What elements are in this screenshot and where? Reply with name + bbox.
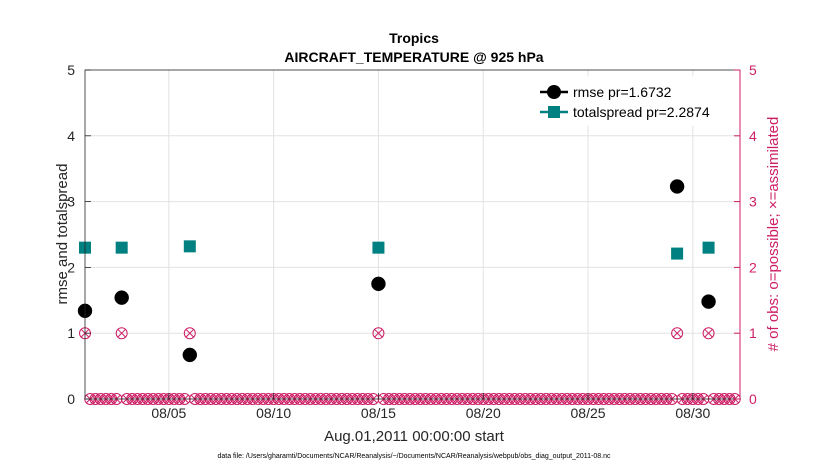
y-axis-right-label: # of obs: o=possible; ×=assimilated — [765, 117, 782, 352]
obs-possible-marker — [183, 327, 196, 340]
legend-totalspread-marker — [548, 106, 560, 118]
y-right-tick-label: 3 — [749, 194, 757, 210]
obs-count-point — [115, 327, 128, 340]
totalspread-point — [183, 240, 196, 253]
data-file-footer: data file: /Users/gharamti/Documents/NCA… — [217, 453, 611, 460]
legend-rmse-label: rmse pr=1.6732 — [573, 84, 672, 100]
rmse-point — [182, 347, 198, 363]
obs-possible-marker — [372, 327, 385, 340]
y-right-tick-label: 0 — [749, 391, 757, 407]
y-axis-right: 0 1 2 3 4 5 — [734, 62, 757, 407]
y-axis-label: rmse and totalspread — [54, 164, 71, 305]
obs-assimilated-marker — [374, 328, 383, 338]
obs-possible-marker — [671, 327, 684, 340]
y-right-tick-label: 5 — [749, 62, 757, 78]
data-series — [77, 179, 716, 363]
totalspread-point — [372, 241, 385, 254]
x-tick-label: 08/30 — [675, 405, 710, 421]
x-tick-label: 08/05 — [151, 405, 186, 421]
legend: rmse pr=1.6732 totalspread pr=2.2874 — [526, 76, 736, 126]
obs-count-point — [702, 327, 715, 340]
y-right-tick-label: 2 — [749, 259, 757, 275]
y-tick-label: 3 — [67, 194, 75, 210]
y-tick-label: 2 — [67, 259, 75, 275]
chart-title: Tropics — [389, 30, 439, 46]
rmse-point — [114, 290, 129, 305]
legend-rmse-marker — [547, 85, 561, 99]
totalspread-point — [702, 241, 715, 254]
totalspread-point — [115, 241, 128, 254]
totalspread-point — [671, 247, 684, 260]
y-tick-label: 4 — [67, 128, 75, 144]
obs-count-point — [671, 327, 684, 340]
y-tick-label: 1 — [67, 325, 75, 341]
rmse-point — [371, 276, 386, 292]
legend-totalspread-label: totalspread pr=2.2874 — [573, 104, 710, 120]
obs-assimilated-marker — [704, 328, 713, 338]
legend-box — [526, 76, 736, 126]
x-axis: 08/05 08/10 08/15 08/20 08/25 08/30 — [151, 393, 711, 421]
rmse-point — [669, 179, 685, 194]
x-tick-label: 08/20 — [466, 405, 501, 421]
rmse-point — [701, 294, 716, 309]
obs-assimilated-marker — [185, 328, 195, 338]
x-tick-label: 08/10 — [256, 405, 291, 421]
x-tick-label: 08/15 — [361, 405, 396, 421]
chart-subtitle: AIRCRAFT_TEMPERATURE @ 925 hPa — [284, 49, 543, 65]
obs-assimilated-marker — [672, 328, 682, 338]
y-axis-left: 0 1 2 3 4 5 — [67, 62, 91, 407]
y-tick-label: 0 — [67, 391, 75, 407]
obs-possible-marker — [115, 327, 128, 340]
y-right-tick-label: 4 — [749, 128, 757, 144]
x-axis-label: Aug.01,2011 00:00:00 start — [324, 428, 505, 445]
obs-count-point — [372, 327, 385, 340]
y-tick-label: 5 — [67, 62, 75, 78]
obs-possible-marker — [702, 327, 715, 340]
obs-assimilated-marker — [117, 328, 126, 338]
x-tick-label: 08/25 — [571, 405, 606, 421]
obs-count-point — [183, 327, 196, 340]
y-right-tick-label: 1 — [749, 325, 757, 341]
